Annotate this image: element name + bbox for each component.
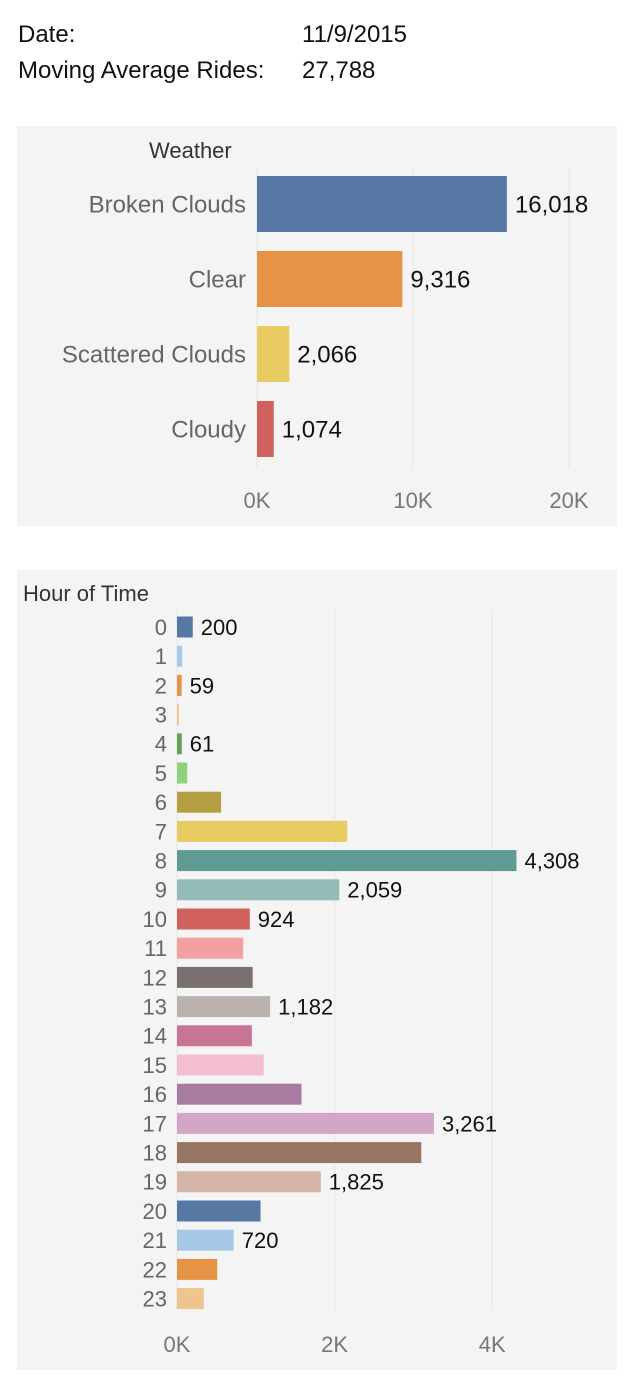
weather-value-label: 2,066 xyxy=(297,342,357,369)
hour-category-label: 5 xyxy=(155,761,167,786)
moving-average-rides-row: Moving Average Rides: 27,788 xyxy=(18,56,375,86)
hour-category-label: 0 xyxy=(155,615,167,640)
hour-value-label: 924 xyxy=(258,907,295,932)
hour-bar xyxy=(177,1054,264,1076)
weather-category-label: Cloudy xyxy=(171,417,246,444)
hour-bar xyxy=(177,996,271,1018)
weather-dimension-label: Weather xyxy=(149,138,232,163)
weather-bar xyxy=(257,251,403,307)
hour-category-label: 20 xyxy=(143,1199,167,1224)
hour-bar xyxy=(177,1142,422,1164)
hour-value-label: 720 xyxy=(242,1228,279,1253)
hour-bar xyxy=(177,704,179,726)
hour-bar xyxy=(177,1171,321,1193)
hour-category-label: 16 xyxy=(143,1082,167,1107)
hour-bar xyxy=(177,966,253,988)
weather-value-label: 9,316 xyxy=(410,267,470,294)
hour-tick-label: 2K xyxy=(321,1332,348,1357)
hour-category-label: 6 xyxy=(155,790,167,815)
hour-bar xyxy=(177,733,182,755)
date-row: Date: 11/9/2015 xyxy=(18,20,407,50)
hour-bar xyxy=(177,937,244,959)
weather-bar-chart: Weather Broken Clouds 16,018 Clear 9,316 Scat… xyxy=(62,138,589,513)
hour-tick-label: 0K xyxy=(164,1332,191,1357)
hour-category-label: 12 xyxy=(143,965,167,990)
hour-value-label: 1,825 xyxy=(329,1170,384,1195)
hour-category-label: 22 xyxy=(143,1257,167,1282)
hour-tick-label: 4K xyxy=(479,1332,506,1357)
hour-bar xyxy=(177,791,222,813)
hour-bar xyxy=(177,879,340,901)
hour-value-label: 3,261 xyxy=(442,1111,497,1136)
hour-bar xyxy=(177,1258,218,1280)
hour-dimension-label: Hour of Time xyxy=(23,581,149,606)
weather-bar xyxy=(257,401,274,457)
date-value: 11/9/2015 xyxy=(302,21,407,48)
hour-category-label: 4 xyxy=(155,732,167,757)
hour-bar xyxy=(177,908,250,930)
hour-category-label: 13 xyxy=(143,995,167,1020)
hour-bar xyxy=(177,1229,234,1251)
hour-value-label: 1,182 xyxy=(278,995,333,1020)
hour-bar xyxy=(177,1200,261,1222)
hour-category-label: 18 xyxy=(143,1141,167,1166)
weather-tick-label: 0K xyxy=(244,488,271,513)
weather-tick-label: 20K xyxy=(549,488,588,513)
hour-category-label: 9 xyxy=(155,878,167,903)
hour-category-label: 7 xyxy=(155,819,167,844)
hour-bar xyxy=(177,674,182,696)
hour-bar xyxy=(177,616,193,638)
hour-category-label: 21 xyxy=(143,1228,167,1253)
hour-bar xyxy=(177,1025,252,1047)
weather-value-label: 16,018 xyxy=(515,192,588,219)
hour-category-label: 3 xyxy=(155,703,167,728)
hour-chart-panel: Hour of Time 0 200 1 2 59 3 4 61 5 6 7 8 4,308 9 2,059 1… xyxy=(17,570,617,1370)
weather-category-label: Scattered Clouds xyxy=(62,342,246,369)
weather-category-label: Clear xyxy=(189,267,246,294)
hour-category-label: 15 xyxy=(143,1053,167,1078)
hour-value-label: 2,059 xyxy=(347,878,402,903)
moving-average-rides-label: Moving Average Rides: xyxy=(18,57,265,84)
hour-bar xyxy=(177,850,517,872)
hour-bar xyxy=(177,645,183,667)
moving-average-rides-value: 27,788 xyxy=(302,57,376,84)
hour-category-label: 10 xyxy=(143,907,167,932)
hour-bar xyxy=(177,1083,302,1105)
weather-bar xyxy=(257,326,290,382)
hour-bar xyxy=(177,820,348,842)
hour-bar xyxy=(177,762,188,784)
date-label: Date: xyxy=(18,21,76,48)
hour-value-label: 200 xyxy=(201,615,238,640)
weather-tick-label: 10K xyxy=(393,488,432,513)
hour-category-label: 8 xyxy=(155,849,167,874)
hour-value-label: 61 xyxy=(190,732,214,757)
hour-category-label: 17 xyxy=(143,1111,167,1136)
hour-bar xyxy=(177,1288,204,1310)
hour-value-label: 4,308 xyxy=(524,849,579,874)
hour-category-label: 11 xyxy=(144,936,167,961)
weather-chart-panel: Weather Broken Clouds 16,018 Clear 9,316 Scat… xyxy=(17,126,617,526)
hour-bar xyxy=(177,1112,434,1134)
weather-category-label: Broken Clouds xyxy=(89,192,246,219)
weather-value-label: 1,074 xyxy=(282,417,342,444)
hour-category-label: 2 xyxy=(155,673,167,698)
hour-category-label: 14 xyxy=(143,1024,167,1049)
hour-category-label: 23 xyxy=(143,1287,167,1312)
hour-value-label: 59 xyxy=(190,673,214,698)
weather-bar xyxy=(257,176,507,232)
hour-category-label: 19 xyxy=(143,1170,167,1195)
hour-category-label: 1 xyxy=(155,644,167,669)
